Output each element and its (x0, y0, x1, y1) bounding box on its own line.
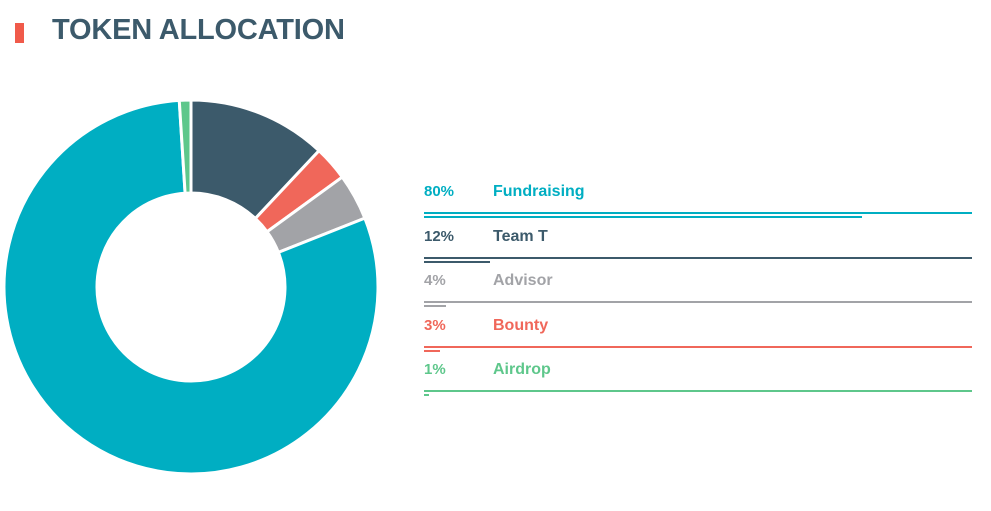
legend-item-team-t: 12% Team T (424, 221, 972, 266)
legend-percent: 4% (424, 272, 446, 289)
legend-percent: 1% (424, 361, 446, 378)
legend-percent: 80% (424, 183, 455, 200)
legend-divider (424, 390, 972, 392)
legend-item-airdrop: 1% Airdrop (424, 354, 972, 399)
donut-slice-airdrop (177, 98, 193, 195)
legend-label: Fundraising (493, 183, 585, 200)
legend-divider (424, 301, 972, 303)
legend-label: Advisor (493, 272, 553, 289)
title-accent-bar (15, 23, 24, 43)
legend-progress-bar (424, 305, 446, 307)
page-title: TOKEN ALLOCATION (52, 14, 345, 46)
legend-item-fundraising: 80% Fundraising (424, 176, 972, 221)
legend-label: Airdrop (493, 361, 551, 378)
legend-progress-bar (424, 394, 430, 396)
legend-progress-bar (424, 349, 441, 352)
legend-divider (424, 345, 972, 348)
legend-divider (424, 212, 972, 214)
legend-progress-bar (424, 216, 863, 218)
legend-percent: 12% (424, 227, 455, 245)
legend-divider (424, 256, 972, 259)
legend-label: Bounty (493, 316, 549, 334)
legend-percent: 3% (424, 316, 446, 334)
chart-legend: 80% Fundraising 12% Team T 4% Advisor 3% Bounty… (424, 176, 972, 399)
legend-progress-bar (424, 260, 490, 263)
donut-slice-fundraising (2, 98, 380, 476)
legend-item-bounty: 3% Bounty (424, 310, 972, 355)
legend-item-advisor: 4% Advisor (424, 265, 972, 310)
legend-label: Team T (493, 227, 548, 245)
donut-chart (2, 98, 380, 476)
